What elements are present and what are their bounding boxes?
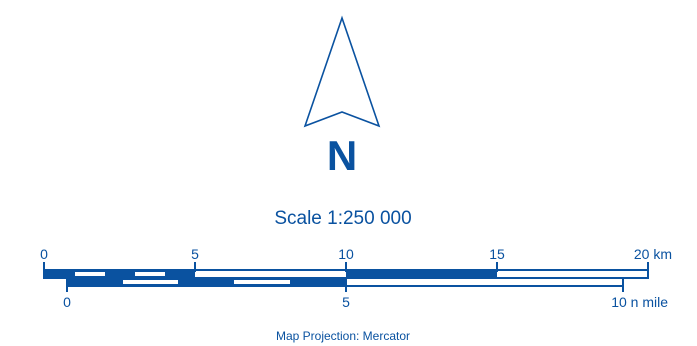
km-tick-label-10: 10 bbox=[338, 246, 354, 262]
km-sub-gap-1 bbox=[75, 272, 105, 276]
nmile-scale-bar: 0 5 10 n mile bbox=[63, 277, 668, 310]
nmile-tick-label-10: 10 n mile bbox=[611, 294, 668, 310]
km-scale-bar: 0 5 10 15 20 km bbox=[40, 246, 672, 279]
scale-label: Scale 1:250 000 bbox=[274, 208, 411, 229]
km-bar-fill-0-5 bbox=[44, 270, 195, 278]
km-tick-label-0: 0 bbox=[40, 246, 48, 262]
km-tick-label-15: 15 bbox=[489, 246, 505, 262]
nmile-tick-label-0: 0 bbox=[63, 294, 71, 310]
nmile-sub-gap-1 bbox=[123, 280, 178, 284]
north-letter: N bbox=[327, 132, 357, 179]
nmile-sub-gap-2 bbox=[234, 280, 290, 284]
nmile-bar-fill-0-5 bbox=[67, 278, 346, 286]
projection-label: Map Projection: Mercator bbox=[276, 329, 410, 343]
km-tick-label-20: 20 km bbox=[634, 246, 672, 262]
nmile-tick-label-5: 5 bbox=[342, 294, 350, 310]
north-arrow-icon bbox=[303, 15, 381, 128]
km-bar-fill-10-15 bbox=[346, 270, 497, 278]
km-sub-gap-2 bbox=[135, 272, 165, 276]
km-tick-label-5: 5 bbox=[191, 246, 199, 262]
